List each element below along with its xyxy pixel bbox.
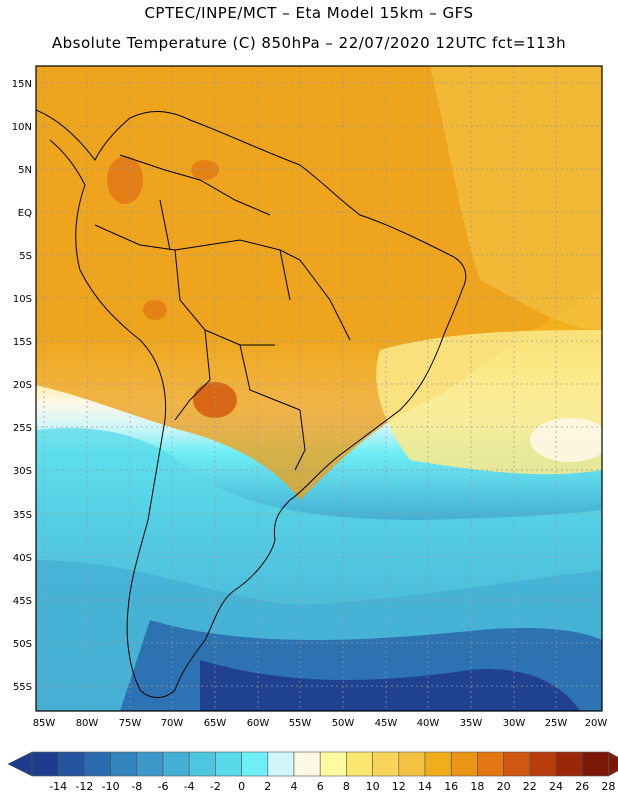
lon-label: 75W (119, 718, 142, 729)
colorbar-label: 24 (549, 780, 563, 793)
coastlines (36, 109, 467, 698)
colorbar-label: -4 (184, 780, 195, 793)
map-frame (35, 65, 603, 712)
lat-label: 10N (12, 122, 32, 133)
colorbar-swatch (477, 751, 504, 777)
colorbar-swatch (215, 751, 242, 777)
colorbar-label: 0 (238, 780, 245, 793)
colorbar-label: 28 (601, 780, 615, 793)
colorbar-swatch (398, 751, 426, 777)
colorbar-swatch (372, 751, 400, 777)
lat-label: 15N (12, 79, 32, 90)
colorbar-label: 18 (470, 780, 484, 793)
colorbar-swatch (293, 751, 321, 777)
lat-label: EQ (18, 208, 32, 219)
colorbar-swatch (84, 751, 111, 777)
colorbar-arrow-low (7, 751, 33, 777)
colorbar-label: -14 (49, 780, 67, 793)
colorbar-swatch (346, 751, 373, 777)
graticule (36, 66, 602, 711)
colorbar-label: 16 (444, 780, 458, 793)
lon-label: 55W (289, 718, 312, 729)
lat-label: 10S (13, 294, 32, 305)
colorbar-swatch (57, 751, 85, 777)
lat-label: 50S (13, 639, 32, 650)
colorbar-swatch (529, 751, 557, 777)
lon-label: 65W (204, 718, 227, 729)
colorbar-swatch (110, 751, 138, 777)
colorbar-swatch (31, 751, 59, 777)
lon-label: 50W (332, 718, 355, 729)
colorbar-label: 4 (291, 780, 298, 793)
lon-label: 30W (503, 718, 526, 729)
lon-label: 80W (76, 718, 99, 729)
latitude-labels: 15N 10N 5N EQ 5S 10S 15S 20S 25S 30S 35S… (12, 79, 32, 693)
lat-label: 55S (13, 682, 32, 693)
colorbar-swatch (450, 751, 478, 777)
lon-label: 60W (247, 718, 270, 729)
colorbar-label: -8 (131, 780, 142, 793)
temperature-field (36, 66, 602, 711)
lat-label: 5N (18, 165, 32, 176)
lon-label: 45W (375, 718, 398, 729)
lat-label: 5S (19, 251, 32, 262)
colorbar-label: 20 (497, 780, 511, 793)
lon-label: 85W (33, 718, 56, 729)
colorbar-label: 10 (366, 780, 380, 793)
colorbar-label: 26 (575, 780, 589, 793)
colorbar-label: -2 (210, 780, 221, 793)
lat-label: 15S (13, 337, 32, 348)
colorbar-swatch (188, 751, 216, 777)
colorbar-label: 8 (343, 780, 350, 793)
colorbar-swatch (503, 751, 531, 777)
lat-label: 45S (13, 596, 32, 607)
colorbar-swatch (136, 751, 164, 777)
map-title-line1: CPTEC/INPE/MCT – Eta Model 15km – GFS (144, 4, 474, 22)
colorbar: -14 -12 -10 -8 -6 -4 -2 0 2 4 6 8 10 12 14 16 18 20 22 24 26… (7, 751, 618, 793)
colorbar-arrow-high (608, 751, 618, 777)
lat-label: 30S (13, 466, 32, 477)
lon-label: 40W (417, 718, 440, 729)
colorbar-swatch (555, 751, 583, 777)
lon-label: 35W (460, 718, 483, 729)
colorbar-label: 6 (317, 780, 324, 793)
lat-label: 40S (13, 553, 32, 564)
colorbar-label: -12 (75, 780, 93, 793)
lat-label: 35S (13, 510, 32, 521)
colorbar-label: -6 (158, 780, 169, 793)
colorbar-label: 22 (523, 780, 537, 793)
colorbar-swatch (162, 751, 190, 777)
colorbar-label: 2 (264, 780, 271, 793)
map-title-line2: Absolute Temperature (C) 850hPa – 22/07/… (51, 34, 567, 52)
longitude-labels: 85W 80W 75W 70W 65W 60W 55W 50W 45W 40W … (33, 718, 608, 729)
lon-label: 25W (545, 718, 568, 729)
colorbar-label: -10 (102, 780, 120, 793)
colorbar-swatch (319, 751, 347, 777)
colorbar-swatch (424, 751, 452, 777)
lon-label: 70W (161, 718, 184, 729)
colorbar-swatch (581, 751, 609, 777)
colorbar-swatch (267, 751, 295, 777)
colorbar-label: 12 (392, 780, 406, 793)
lat-label: 20S (13, 380, 32, 391)
colorbar-label: 14 (418, 780, 432, 793)
lat-label: 25S (13, 423, 32, 434)
lon-label: 20W (585, 718, 608, 729)
colorbar-swatch (241, 751, 269, 777)
